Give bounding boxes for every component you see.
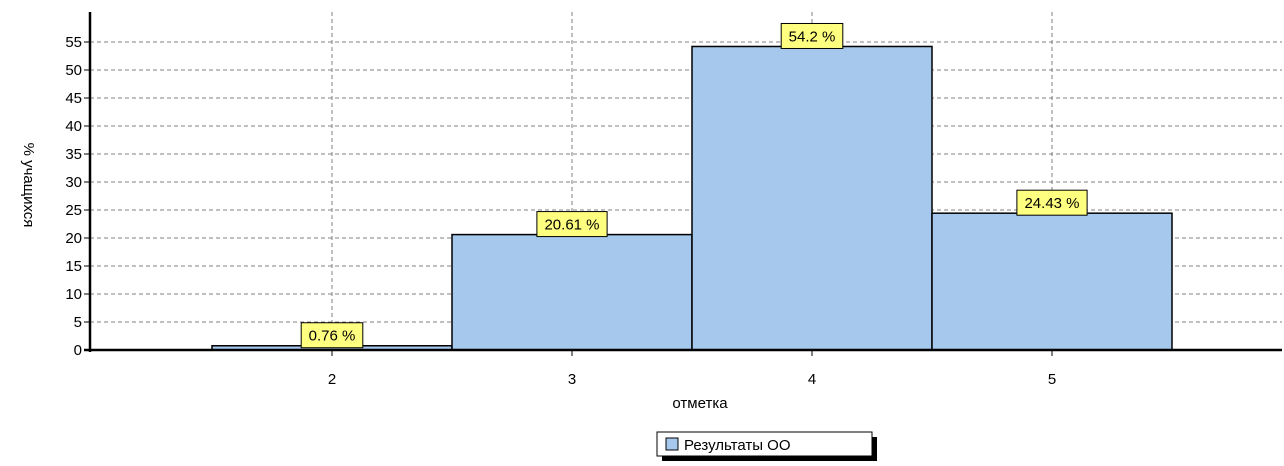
data-label-box: [536, 211, 608, 238]
data-label: 20.61 %: [544, 217, 599, 234]
y-tick-label: 50: [65, 62, 82, 79]
axes: [84, 12, 1282, 356]
y-axis-title: % учащихся: [20, 143, 37, 228]
data-label-box: [300, 322, 364, 349]
data-label: 24.43 %: [1024, 195, 1079, 212]
y-tick-label: 25: [65, 202, 82, 219]
data-label-box: [1016, 189, 1088, 216]
y-tick-label: 5: [74, 314, 82, 331]
y-tick-label: 15: [65, 258, 82, 275]
x-tick-label: 2: [328, 371, 336, 388]
y-tick-label: 0: [74, 342, 82, 359]
x-tick-label: 3: [568, 371, 576, 388]
legend-swatch: [665, 437, 679, 451]
bar: [931, 212, 1173, 351]
x-axis-title: отметка: [672, 395, 728, 412]
x-tick-label: 4: [808, 371, 816, 388]
y-tick-label: 45: [65, 90, 82, 107]
data-label: 0.76 %: [309, 328, 356, 345]
x-tick-label: 5: [1048, 371, 1056, 388]
y-tick-label: 30: [65, 174, 82, 191]
y-tick-label: 20: [65, 230, 82, 247]
data-labels: 0.76 % 20.61 % 54.2 % 24.43 %: [300, 22, 1088, 349]
legend-label: Результаты ОО: [684, 437, 791, 454]
bar: [691, 45, 933, 351]
bars: [211, 45, 1173, 351]
bar: [451, 233, 693, 351]
legend-box: [656, 431, 873, 457]
y-tick-label: 10: [65, 286, 82, 303]
y-tick-label: 35: [65, 146, 82, 163]
legend: Результаты ОО: [656, 431, 877, 461]
data-label-box: [780, 22, 844, 49]
data-label: 54.2 %: [789, 28, 836, 45]
y-tick-label: 55: [65, 34, 82, 51]
y-tick-label: 40: [65, 118, 82, 135]
